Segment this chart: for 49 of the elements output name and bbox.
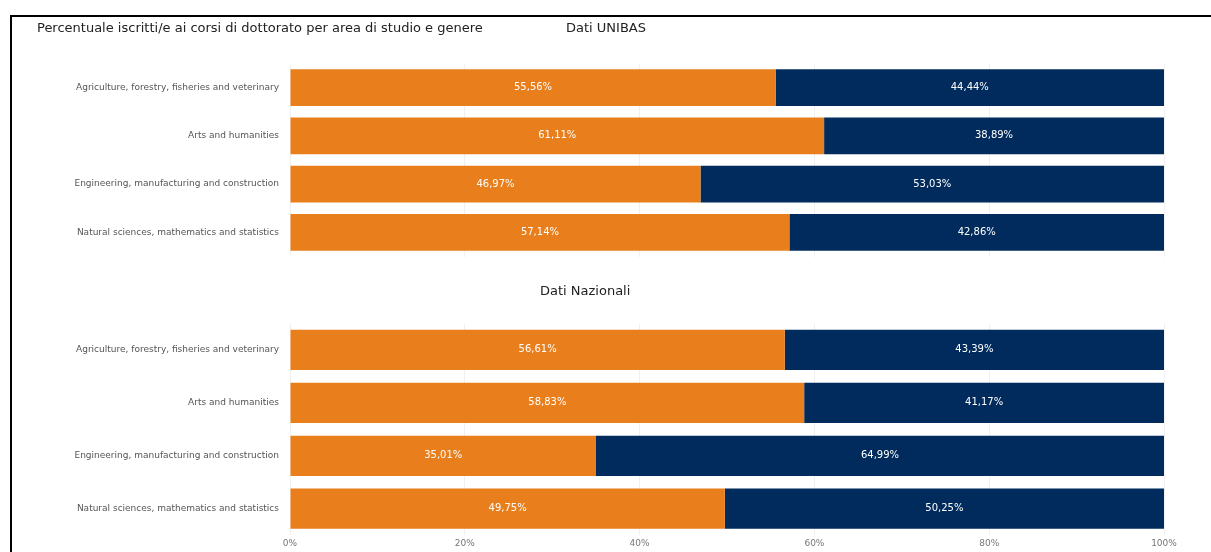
bar: [804, 382, 1164, 423]
x-tick-label: 40%: [629, 537, 651, 548]
bar: [290, 488, 725, 529]
data-label: 46,97%: [476, 177, 515, 189]
data-label: 43,39%: [955, 343, 994, 355]
bar: [290, 435, 596, 476]
data-label: 50,25%: [925, 502, 964, 514]
bar: [290, 329, 785, 370]
x-tick-label: 20%: [454, 537, 476, 548]
data-label: 44,44%: [950, 81, 989, 93]
y-tick-label: Agriculture, forestry, fisheries and veterinary: [76, 81, 280, 92]
bar: [290, 214, 790, 251]
x-tick-label: 60%: [804, 537, 825, 548]
bar: [789, 214, 1164, 251]
chart-subtitle: Dati UNIBAS: [566, 20, 646, 35]
bar: [775, 69, 1164, 106]
y-tick-label: Engineering, manufacturing and construction: [74, 450, 279, 461]
data-label: 58,83%: [528, 396, 567, 408]
y-tick-label: Arts and humanities: [188, 130, 280, 141]
bar: [290, 69, 776, 106]
data-label: 42,86%: [957, 226, 996, 238]
x-tick-label: 100%: [1151, 537, 1178, 548]
data-label: 61,11%: [538, 129, 577, 141]
y-tick-label: Arts and humanities: [188, 397, 280, 408]
data-label: 49,75%: [488, 502, 527, 514]
bar: [724, 488, 1164, 529]
chart-title: Percentuale iscritti/e ai corsi di dottorato per area di studio e genere: [37, 20, 483, 35]
bar: [700, 165, 1164, 203]
y-tick-label: Engineering, manufacturing and construction: [74, 178, 279, 189]
bar: [290, 117, 825, 155]
data-label: 56,61%: [518, 343, 557, 355]
data-label: 41,17%: [965, 396, 1004, 408]
data-label: 35,01%: [424, 449, 463, 461]
y-tick-label: Natural sciences, mathematics and statistics: [76, 226, 280, 237]
data-label: 57,14%: [520, 226, 560, 238]
x-tick-label: 80%: [979, 537, 1000, 548]
data-label: 53,03%: [913, 177, 952, 189]
data-label: 38,89%: [974, 129, 1014, 141]
x-tick-label: 0%: [282, 537, 298, 548]
chart-title: Dati Nazionali: [540, 283, 631, 298]
bar: [595, 435, 1164, 476]
data-label: 64,99%: [860, 449, 900, 461]
bar: [824, 117, 1164, 155]
bar: [784, 329, 1164, 370]
y-tick-label: Agriculture, forestry, fisheries and veterinary: [76, 344, 280, 355]
data-label: 55,56%: [513, 81, 553, 93]
bar: [290, 165, 701, 203]
y-tick-label: Natural sciences, mathematics and statistics: [76, 503, 280, 514]
bar: [290, 382, 805, 423]
